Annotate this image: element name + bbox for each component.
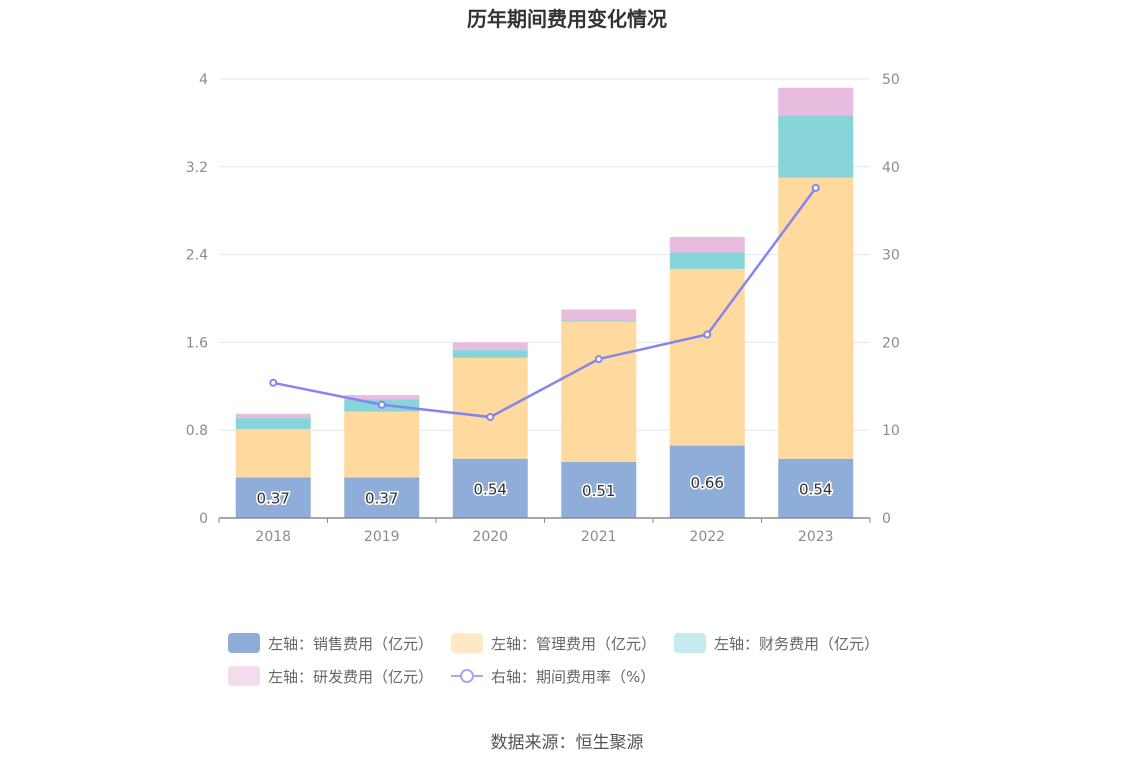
x-tick-label: 2019 bbox=[364, 529, 400, 545]
x-tick-label: 2023 bbox=[798, 529, 834, 545]
legend-label-finance: 左轴：财务费用（亿元） bbox=[714, 634, 880, 653]
bar-segment bbox=[235, 413, 311, 419]
y-right-tick-label: 0 bbox=[882, 511, 891, 527]
rate-point bbox=[486, 413, 495, 422]
y-right-tick-label: 10 bbox=[882, 423, 900, 439]
bar-segment bbox=[669, 252, 745, 269]
legend-label-rnd: 左轴：研发费用（亿元） bbox=[268, 667, 434, 686]
bar-segment bbox=[561, 320, 637, 322]
legend-item-finance[interactable]: 左轴：财务费用（亿元） bbox=[674, 632, 879, 654]
y-right-tick-label: 50 bbox=[882, 72, 900, 88]
x-tick-label: 2022 bbox=[689, 529, 725, 545]
y-left-tick-label: 3.2 bbox=[186, 160, 208, 176]
rate-point bbox=[811, 183, 820, 192]
legend-label-rate: 右轴：期间费用率（%） bbox=[491, 667, 656, 686]
bar-data-label: 0.37 bbox=[365, 490, 398, 508]
bar-segment bbox=[669, 445, 745, 518]
bar-segment bbox=[235, 477, 311, 518]
bar-segment bbox=[452, 357, 528, 459]
legend-item-rate[interactable]: 右轴：期间费用率（%） bbox=[451, 665, 655, 687]
rate-point bbox=[269, 378, 278, 387]
y-right-tick-label: 30 bbox=[882, 248, 900, 264]
y-left-tick-label: 1.6 bbox=[186, 335, 208, 351]
legend-swatch-finance bbox=[674, 633, 707, 653]
bar-segment bbox=[344, 411, 420, 478]
bar-segment bbox=[235, 418, 311, 430]
bar-segment bbox=[778, 177, 854, 459]
bar-data-label: 0.51 bbox=[582, 482, 615, 500]
bar-segment bbox=[669, 237, 745, 253]
y-left-tick-label: 0 bbox=[199, 511, 208, 527]
rate-point bbox=[377, 400, 386, 409]
bar-data-label: 0.66 bbox=[691, 474, 724, 492]
chart-legend: 左轴：销售费用（亿元） 左轴：管理费用（亿元） 左轴：财务费用（亿元） 左轴：研… bbox=[228, 632, 928, 698]
bar-segment bbox=[778, 87, 854, 116]
legend-swatch-admin bbox=[451, 633, 484, 653]
y-left-tick-label: 0.8 bbox=[186, 423, 208, 439]
bar-segment bbox=[561, 321, 637, 463]
legend-line-rate-icon bbox=[451, 666, 484, 686]
bar-segment bbox=[235, 429, 311, 478]
bar-segment bbox=[561, 309, 637, 321]
x-tick-label: 2021 bbox=[581, 529, 617, 545]
bar-data-label: 0.54 bbox=[799, 480, 832, 498]
chart-canvas: 00.81.62.43.24010203040500.3720180.37201… bbox=[186, 72, 900, 545]
data-source: 数据来源：恒生聚源 bbox=[490, 733, 644, 753]
bar-data-label: 0.37 bbox=[257, 490, 290, 508]
bar-segment bbox=[344, 395, 420, 400]
bar-segment bbox=[669, 268, 745, 446]
bar-segment bbox=[452, 342, 528, 351]
y-left-tick-label: 2.4 bbox=[186, 248, 208, 264]
legend-item-sales[interactable]: 左轴：销售费用（亿元） bbox=[228, 632, 433, 654]
rate-line bbox=[273, 187, 817, 419]
rate-point bbox=[703, 330, 712, 339]
chart-title: 历年期间费用变化情况 bbox=[467, 7, 667, 31]
legend-swatch-rnd bbox=[228, 666, 260, 686]
bar-data-label: 0.54 bbox=[474, 480, 507, 498]
y-left-tick-label: 4 bbox=[199, 72, 208, 88]
y-right-tick-label: 20 bbox=[882, 335, 900, 351]
legend-item-rnd[interactable]: 左轴：研发费用（亿元） bbox=[228, 665, 433, 687]
x-tick-label: 2018 bbox=[255, 529, 291, 545]
legend-label-sales: 左轴：销售费用（亿元） bbox=[268, 634, 434, 653]
y-right-tick-label: 40 bbox=[882, 160, 900, 176]
legend-label-admin: 左轴：管理费用（亿元） bbox=[491, 634, 657, 653]
legend-swatch-sales bbox=[228, 633, 260, 653]
rate-point bbox=[594, 355, 603, 364]
bar-segment bbox=[452, 350, 528, 358]
bar-segment bbox=[452, 458, 528, 518]
bar-segment bbox=[778, 458, 854, 518]
legend-item-admin[interactable]: 左轴：管理费用（亿元） bbox=[451, 632, 656, 654]
bar-segment bbox=[344, 477, 420, 518]
bar-segment bbox=[561, 462, 637, 518]
bar-segment bbox=[778, 115, 854, 178]
x-tick-label: 2020 bbox=[472, 529, 508, 545]
